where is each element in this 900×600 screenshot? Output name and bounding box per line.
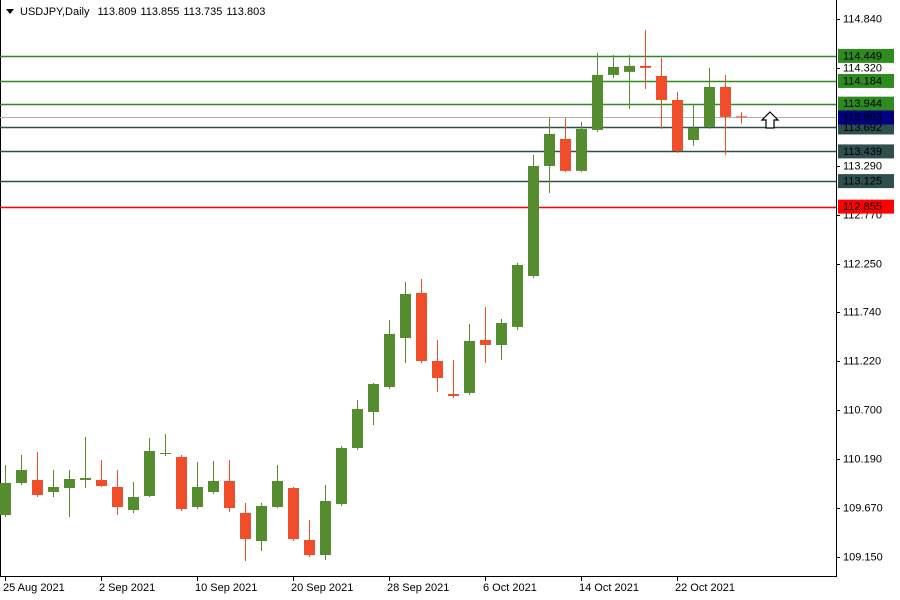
candle-body (576, 128, 587, 171)
candle-body (656, 75, 667, 100)
candle-body (496, 322, 507, 345)
ohlc-value: 113.803 (226, 6, 265, 18)
symbol-name: USDJPY,Daily (20, 6, 90, 18)
y-tick-label: 109.150 (843, 551, 883, 563)
candle-body (448, 393, 459, 396)
candle-body (336, 447, 347, 504)
candle-body (208, 480, 219, 492)
current-price-label: 113.803 (843, 111, 882, 123)
level-label: 113.125 (843, 176, 882, 188)
y-tick-label: 110.700 (843, 404, 882, 416)
ohlc-value: 113.735 (183, 6, 222, 18)
y-tick-label: 111.740 (843, 306, 881, 318)
candle-body (400, 293, 411, 339)
x-tick-label: 25 Aug 2021 (3, 582, 65, 594)
candle-body (672, 99, 683, 151)
chart-header: USDJPY,Daily 113.809 113.855 113.735 113.803 (20, 6, 265, 18)
y-tick-label: 114.320 (843, 62, 882, 74)
candle-body (544, 133, 555, 166)
level-label: 112.855 (843, 201, 882, 213)
level-label: 114.184 (843, 75, 882, 87)
level-label: 113.944 (843, 98, 882, 110)
candle-body (320, 501, 331, 556)
x-tick-label: 28 Sep 2021 (387, 582, 449, 594)
candle-body (432, 360, 443, 379)
candle-body (96, 479, 107, 487)
candle-body (48, 486, 59, 492)
candle-body (560, 138, 571, 171)
candle-body (480, 339, 491, 345)
candle-body (512, 264, 523, 327)
y-tick-label: 113.290 (843, 160, 882, 172)
y-tick-label: 111.220 (843, 355, 881, 367)
candle-body (608, 66, 619, 75)
level-label-box (838, 199, 894, 214)
candle-body (368, 383, 379, 412)
candle-body (0, 482, 11, 516)
level-label: 113.439 (843, 146, 882, 158)
candle-body (304, 540, 315, 556)
candle-body (624, 65, 635, 72)
candle-body (464, 340, 475, 393)
candle-body (176, 456, 187, 509)
x-tick-label: 22 Oct 2021 (675, 582, 735, 594)
price-arrow-icon (760, 111, 780, 129)
candle-body (272, 480, 283, 508)
ohlc-value: 113.809 (98, 6, 137, 18)
candle-body (352, 409, 363, 448)
level-label: 114.449 (843, 50, 882, 62)
candle-body (704, 86, 715, 127)
y-tick-label: 114.840 (843, 13, 882, 25)
y-tick-label: 110.190 (843, 453, 882, 465)
level-label-box (838, 174, 894, 189)
candle-body (160, 453, 171, 455)
x-tick-label: 20 Sep 2021 (291, 582, 353, 594)
candle-body (720, 86, 731, 117)
candle-body (416, 292, 427, 361)
candle-body (80, 477, 91, 480)
candle-body (112, 486, 123, 508)
candle-body (592, 74, 603, 130)
level-label-box (838, 73, 894, 88)
current-price-box (838, 110, 894, 125)
level-label-box (838, 96, 894, 111)
candle-body (688, 127, 699, 140)
candle-body (16, 470, 27, 483)
candle-body (144, 451, 155, 497)
candle-body (528, 165, 539, 276)
plot-area (0, 29, 836, 581)
candle-body (128, 496, 139, 511)
candle-body (224, 480, 235, 509)
candle-body (192, 486, 203, 508)
candle-body (32, 479, 43, 495)
menu-triangle (6, 9, 14, 14)
candle-body (256, 505, 267, 542)
y-tick-label: 109.670 (843, 502, 883, 514)
x-tick-label: 6 Oct 2021 (483, 582, 537, 594)
candle-body (288, 487, 299, 539)
level-label-box (838, 48, 894, 63)
x-tick-label: 14 Oct 2021 (579, 582, 639, 594)
candle-body (64, 479, 75, 488)
x-tick-label: 2 Sep 2021 (99, 582, 155, 594)
x-tick-label: 10 Sep 2021 (195, 582, 257, 594)
candle-body (384, 333, 395, 387)
level-label: 113.692 (843, 122, 882, 134)
candle-body (640, 65, 651, 68)
ohlc-value: 113.855 (140, 6, 179, 18)
level-label-box (838, 144, 894, 159)
price-axis: 109.150 109.670 110.190 110.700 111.220 111.7… (836, 13, 894, 563)
candle-body (736, 116, 747, 118)
candle-body (240, 512, 251, 539)
y-tick-label: 112.250 (843, 258, 882, 270)
